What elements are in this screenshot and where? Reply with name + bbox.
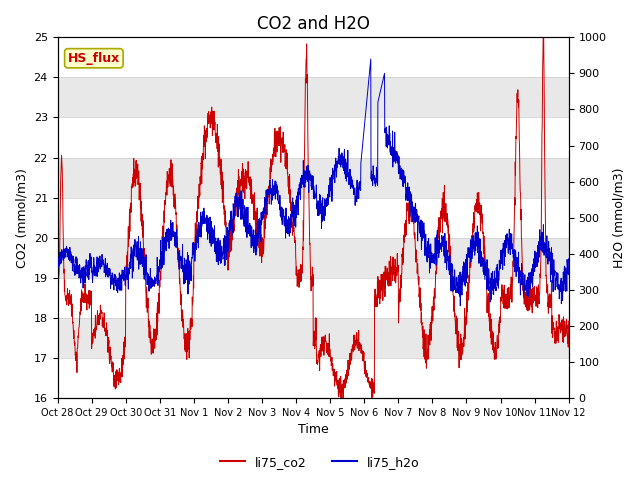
Legend: li75_co2, li75_h2o: li75_co2, li75_h2o [215,451,425,474]
Bar [58,157,569,198]
Title: CO2 and H2O: CO2 and H2O [257,15,369,33]
Text: HS_flux: HS_flux [68,52,120,65]
Bar [58,238,569,278]
Y-axis label: CO2 (mmol/m3): CO2 (mmol/m3) [15,168,28,267]
Y-axis label: H2O (mmol/m3): H2O (mmol/m3) [612,168,625,268]
X-axis label: Time: Time [298,423,328,436]
Bar [58,318,569,358]
Bar [58,77,569,118]
